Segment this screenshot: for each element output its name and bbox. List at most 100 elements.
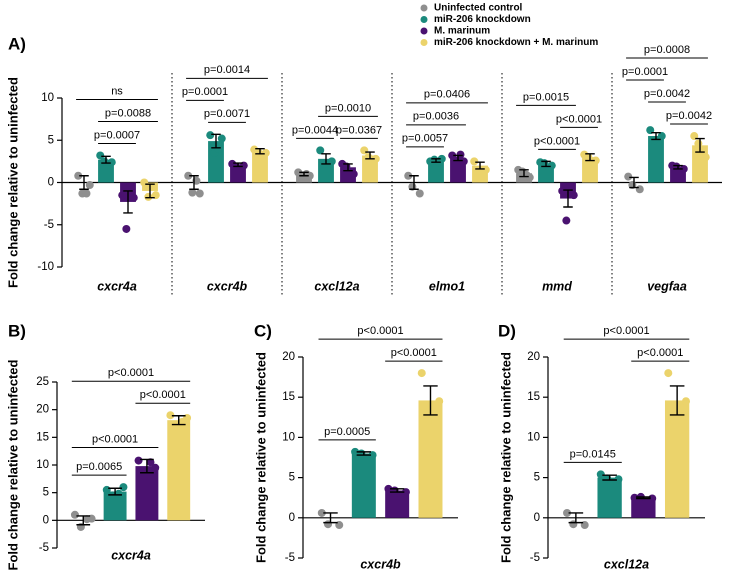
category-label: vegfaa [647, 279, 687, 293]
error-bar [602, 474, 617, 481]
data-point [140, 472, 149, 481]
comparison-label: p=0.0010 [325, 102, 371, 114]
error-bar [233, 162, 243, 168]
data-point [82, 189, 91, 198]
error-bar [409, 175, 419, 190]
error-bar [108, 487, 122, 496]
y-tick-label: 5 [534, 472, 540, 484]
data-point [681, 397, 690, 406]
comparison-label: p<0.0001 [140, 389, 186, 401]
bar [167, 420, 191, 521]
bar [252, 151, 268, 183]
category-label: cxcl12a [314, 279, 359, 293]
bar [103, 491, 127, 521]
data-point [630, 493, 639, 502]
category-label: mmd [542, 279, 572, 293]
data-point [85, 181, 94, 190]
data-point [404, 171, 413, 180]
y-tick-label: 20 [527, 351, 540, 363]
error-bar [343, 163, 353, 172]
comparison-label: p<0.0001 [92, 433, 138, 445]
data-point [82, 515, 91, 524]
data-point [134, 456, 143, 465]
data-point [591, 156, 600, 165]
y-tick-label: -10 [37, 261, 54, 273]
legend-marker [420, 39, 428, 46]
data-point [102, 485, 111, 494]
data-point [166, 411, 175, 420]
bar [648, 136, 664, 183]
data-point [217, 134, 226, 143]
comparison-label: p<0.0001 [357, 325, 403, 337]
data-point [184, 171, 193, 180]
error-bar [171, 415, 186, 426]
data-point [360, 146, 369, 155]
panel-label: D) [498, 321, 516, 340]
data-point [114, 489, 123, 498]
comparison-label: p=0.0406 [424, 89, 470, 101]
data-point [694, 139, 703, 148]
comparison-label: p=0.0014 [204, 64, 250, 76]
error-bar [79, 175, 89, 190]
y-tick-label: 20 [282, 351, 295, 363]
error-bar [651, 131, 661, 141]
comparison-label: p<0.0001 [603, 325, 649, 337]
data-point [423, 417, 432, 426]
data-point [206, 131, 215, 140]
data-point [195, 189, 204, 198]
comparison-label: p=0.0001 [182, 86, 228, 98]
data-point [481, 165, 490, 174]
data-point [107, 158, 116, 167]
data-point [415, 189, 424, 198]
comparison-label: p=0.0007 [94, 129, 140, 141]
bar [631, 497, 656, 518]
y-tick-label: 5 [289, 472, 295, 484]
data-point [417, 369, 426, 378]
bar [597, 477, 622, 518]
category-label: cxcr4a [111, 548, 151, 562]
data-point [129, 193, 138, 202]
data-point [122, 224, 131, 233]
data-point [569, 191, 578, 200]
legend-label: miR-206 knockdown [434, 14, 531, 25]
error-bar [76, 515, 91, 526]
comparison-label: p=0.0015 [523, 91, 569, 103]
legend-marker [420, 27, 428, 35]
bar [135, 466, 159, 521]
data-point [74, 171, 83, 180]
data-point [624, 172, 633, 181]
comparison-label: p=0.0088 [105, 107, 151, 119]
panel-label: A) [8, 34, 26, 53]
data-point [562, 216, 571, 225]
y-tick-label: 5 [43, 487, 49, 499]
error-bar [636, 496, 651, 500]
legend-label: Uninfected control [434, 3, 523, 14]
data-point [371, 154, 380, 163]
error-bar [519, 169, 529, 178]
data-point [188, 188, 197, 197]
y-tick-label: 20 [36, 404, 49, 416]
comparison-label: ns [111, 85, 123, 97]
y-tick-label: 10 [282, 431, 295, 443]
legend-label: M. marinum [434, 26, 490, 37]
error-bar [365, 151, 375, 160]
error-bar [629, 176, 639, 189]
error-bar [541, 160, 551, 168]
error-bar [423, 385, 438, 416]
panel-label: C) [254, 321, 272, 340]
y-tick-label: 0 [48, 177, 54, 189]
data-point [670, 417, 679, 426]
comparison-label: p<0.0001 [108, 367, 154, 379]
data-point [679, 164, 688, 173]
comparison-label: p<0.0001 [556, 113, 602, 125]
data-point [316, 146, 325, 155]
y-tick-label: 25 [36, 376, 49, 388]
data-point [664, 369, 673, 378]
data-point [351, 447, 360, 456]
data-point [596, 470, 605, 479]
comparison-label: p=0.0042 [644, 88, 690, 100]
y-tick-label: 10 [527, 431, 540, 443]
comparison-label: p=0.0071 [204, 108, 250, 120]
y-tick-label: 0 [43, 514, 49, 526]
